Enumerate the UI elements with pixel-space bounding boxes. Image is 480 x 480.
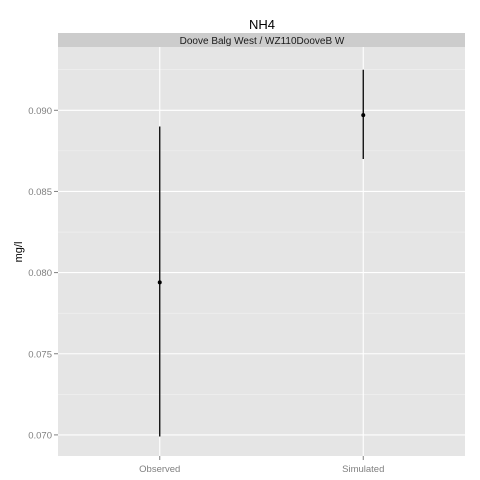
x-tick-label: Simulated bbox=[342, 464, 384, 475]
chart-title: NH4 bbox=[249, 17, 275, 32]
facet-strip bbox=[58, 33, 465, 47]
plot-panel bbox=[58, 47, 465, 456]
y-tick-label: 0.075 bbox=[28, 349, 52, 360]
y-tick-label: 0.090 bbox=[28, 106, 52, 117]
y-tick-label: 0.070 bbox=[28, 430, 52, 441]
mean-point-simulated bbox=[361, 113, 366, 118]
y-axis-ticks: 0.070 0.075 0.080 0.085 0.090 bbox=[28, 106, 58, 441]
y-tick-label: 0.085 bbox=[28, 187, 52, 198]
facet-label: Doove Balg West / WZ110DooveB W bbox=[180, 36, 345, 47]
mean-point-observed bbox=[157, 280, 162, 285]
x-tick-label: Observed bbox=[139, 464, 180, 475]
y-axis-title: mg/l bbox=[13, 242, 25, 263]
error-bars bbox=[157, 69, 366, 437]
y-tick-label: 0.080 bbox=[28, 268, 52, 279]
x-axis-ticks: Observed Simulated bbox=[139, 456, 384, 475]
